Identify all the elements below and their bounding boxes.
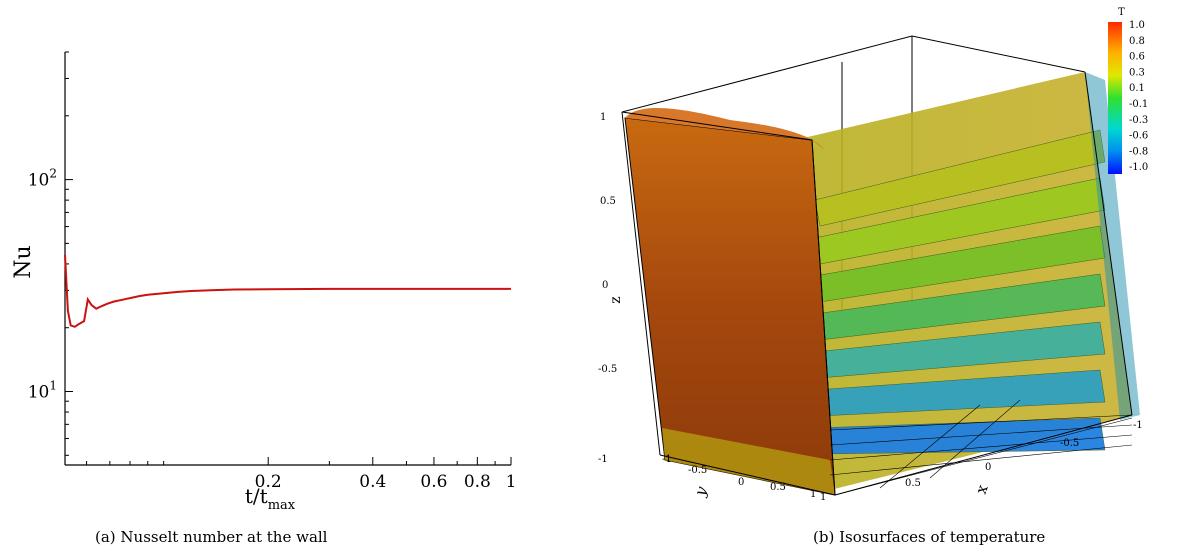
colorbar-level-label: -0.1 xyxy=(1129,99,1148,110)
colorbar-level-label: -0.8 xyxy=(1129,146,1148,157)
front-face-bottom xyxy=(662,428,835,495)
x-tick-label: 0.8 xyxy=(464,472,491,492)
x-axis-label-sub: max xyxy=(268,498,296,513)
nusselt-chart: 0.2 0.4 0.6 0.8 1 102 101 Nu t/tmax xyxy=(11,51,517,513)
chart-tick-labels: 0.2 0.4 0.6 0.8 1 102 101 xyxy=(28,167,517,492)
y-tick-label: 101 xyxy=(28,379,57,403)
x-tick-label-3d: -0.5 xyxy=(1060,438,1079,449)
edge-top-front xyxy=(621,111,813,141)
x-axis-label-3d: x xyxy=(972,482,992,497)
y-tick-label-3d: 0 xyxy=(738,477,744,488)
x-tick-label: 0.6 xyxy=(420,472,447,492)
colorbar-level-label: 0.8 xyxy=(1129,36,1145,47)
caption-a: (a) Nusselt number at the wall xyxy=(95,528,328,546)
colorbar-level-label: -0.6 xyxy=(1129,131,1148,142)
floor-line-3 xyxy=(829,434,1133,461)
colorbar-title: T xyxy=(1118,7,1125,18)
y-tick-label-3d: -0.5 xyxy=(688,465,707,476)
y-tick-label-3d: 1 xyxy=(810,489,816,500)
x-tick-label: 1 xyxy=(506,472,517,492)
colorbar-gradient xyxy=(1108,22,1122,174)
chart-axes xyxy=(64,52,511,466)
x-axis-label-main: t/t xyxy=(245,484,268,508)
y-tick-label-3d: -1 xyxy=(662,454,672,465)
edge-bottom-front xyxy=(659,454,836,496)
chart-ticks xyxy=(65,51,512,465)
z-tick-label: 0 xyxy=(602,280,608,291)
edge-right xyxy=(1084,71,1133,416)
isosurface-figure: 10.50-0.5-1 -1-0.50 0.51 10.50-0.5-1 z y x … xyxy=(598,7,1148,503)
colorbar-level-label: 0.3 xyxy=(1129,67,1145,78)
isosurface-bands xyxy=(814,129,1106,455)
caption-b: (b) Isosurfaces of temperature xyxy=(813,528,1046,546)
hot-wall-surface xyxy=(1085,72,1140,420)
y-tick-label: 102 xyxy=(28,167,57,191)
y-tick-label-3d: 0.5 xyxy=(770,482,786,493)
x-axis-label: t/tmax xyxy=(245,484,296,513)
top-surface-warm xyxy=(625,108,825,150)
colorbar-level-label: -1.0 xyxy=(1129,162,1148,173)
z-axis-label: z xyxy=(608,296,624,303)
colorbar-level-label: 0.1 xyxy=(1129,83,1145,94)
x-tick-label-3d: 1 xyxy=(820,492,826,503)
y-axis-label: Nu xyxy=(11,245,36,278)
x-tick-label: 0.4 xyxy=(359,472,386,492)
colorbar-level-label: 1.0 xyxy=(1129,20,1145,31)
x-tick-label-3d: -1 xyxy=(1133,420,1143,431)
floor-line-4 xyxy=(829,444,1133,476)
floor-line-6 xyxy=(879,404,981,489)
z-tick-label: 0.5 xyxy=(600,196,616,207)
nusselt-series-line xyxy=(64,255,511,328)
front-face-surface xyxy=(624,117,836,496)
x-tick-label-3d: 0 xyxy=(985,462,991,473)
box-edges xyxy=(621,71,1133,496)
edge-front-right xyxy=(811,139,836,496)
z-tick-label: -0.5 xyxy=(598,364,617,375)
x-tick-label-3d: 0.5 xyxy=(905,478,921,489)
z-tick-label: -1 xyxy=(598,454,608,465)
colorbar-labels: 1.0 0.8 0.6 0.3 0.1 -0.1 -0.3 -0.6 -0.8 -1.0 xyxy=(1129,20,1148,173)
x-tick-label: 0.2 xyxy=(255,472,282,492)
colorbar-level-label: -0.3 xyxy=(1129,115,1148,126)
axis-tick-labels: 10.50-0.5-1 -1-0.50 0.51 10.50-0.5-1 xyxy=(598,112,1143,503)
y-axis-label-3d: y xyxy=(691,484,711,500)
colorbar-level-label: 0.6 xyxy=(1129,52,1145,63)
edge-front-left xyxy=(621,111,661,456)
floor-line-1 xyxy=(829,414,1133,431)
z-tick-label: 1 xyxy=(600,112,606,123)
colorbar: T 1.0 0.8 0.6 0.3 0.1 -0.1 -0.3 -0.6 -0.8 -1.0 xyxy=(1108,7,1148,174)
chart-series xyxy=(64,255,511,328)
edge-bottom-right xyxy=(834,414,1133,496)
